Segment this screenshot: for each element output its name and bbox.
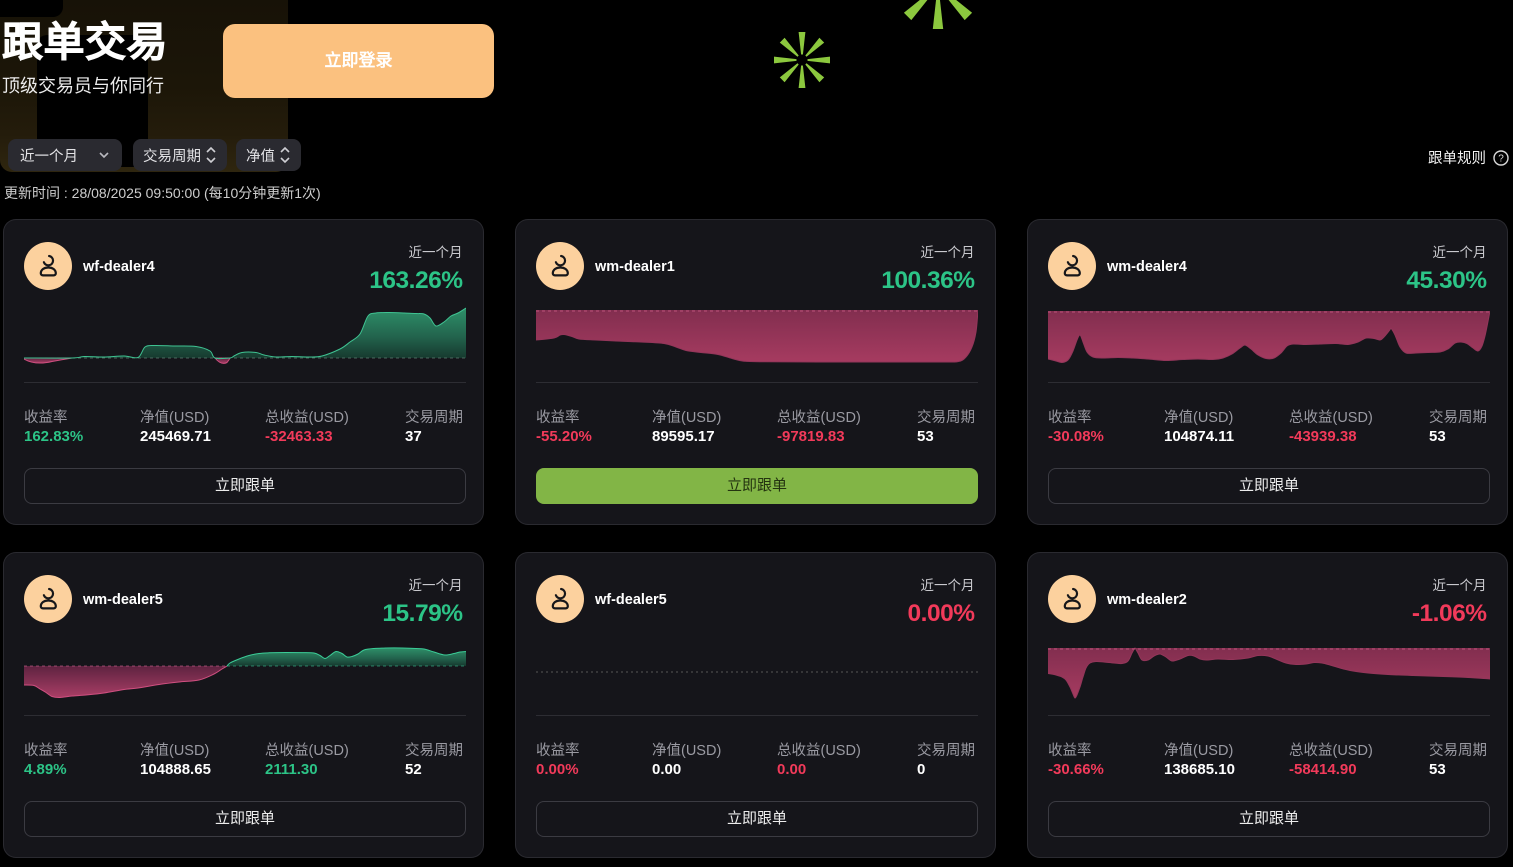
svg-text:?: ? (1498, 153, 1504, 164)
